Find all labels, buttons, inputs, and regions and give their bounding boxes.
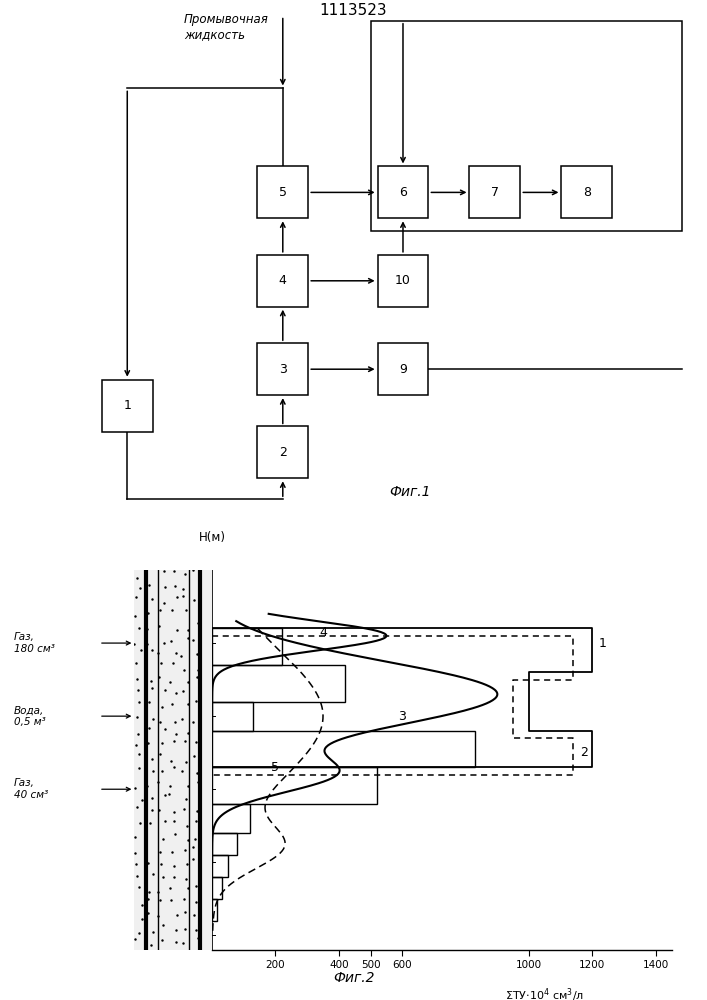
Text: 10: 10: [193, 638, 207, 648]
Bar: [212, 899, 217, 921]
Text: 30: 30: [193, 784, 207, 794]
Text: 20: 20: [193, 711, 207, 721]
Text: H(м): H(м): [199, 531, 226, 544]
Text: 7: 7: [491, 186, 499, 199]
Text: Фиг.2: Фиг.2: [333, 971, 374, 985]
Text: Фиг.1: Фиг.1: [390, 485, 431, 499]
Text: 1113523: 1113523: [320, 3, 387, 18]
Bar: [212, 804, 250, 833]
Bar: [212, 877, 221, 899]
Text: Газ,
40 см³: Газ, 40 см³: [14, 778, 48, 800]
Text: Промывочная
жидкость: Промывочная жидкость: [184, 13, 269, 41]
Text: 4: 4: [279, 274, 287, 287]
Text: 50: 50: [193, 930, 207, 940]
Bar: [212, 702, 253, 731]
Text: 1: 1: [123, 399, 132, 412]
Text: 3: 3: [398, 710, 407, 723]
Bar: [212, 628, 282, 665]
Text: Вода,
0,5 м³: Вода, 0,5 м³: [14, 705, 46, 727]
Text: 40: 40: [193, 857, 207, 867]
Bar: [102, 380, 153, 432]
Text: 2: 2: [580, 746, 588, 759]
Text: 5: 5: [279, 186, 287, 199]
Bar: [212, 833, 238, 855]
Bar: [257, 343, 308, 395]
Text: 9: 9: [399, 363, 407, 376]
Bar: [212, 855, 228, 877]
Text: 4: 4: [320, 626, 328, 639]
Bar: [378, 255, 428, 307]
Bar: [257, 426, 308, 478]
Text: 1: 1: [599, 637, 607, 650]
Bar: [212, 767, 377, 804]
Bar: [378, 343, 428, 395]
Text: 10: 10: [395, 274, 411, 287]
Bar: [371, 21, 682, 231]
Bar: [378, 166, 428, 218]
Text: 8: 8: [583, 186, 591, 199]
Bar: [257, 255, 308, 307]
Text: 5: 5: [271, 761, 279, 774]
Text: 6: 6: [399, 186, 407, 199]
Text: 2: 2: [279, 446, 287, 459]
Bar: [257, 166, 308, 218]
Bar: [469, 166, 520, 218]
Text: $\Sigma$ТУ$\cdot$10$^4$ см$^3$/л: $\Sigma$ТУ$\cdot$10$^4$ см$^3$/л: [506, 987, 585, 1000]
Bar: [212, 665, 345, 702]
Bar: [212, 731, 475, 767]
Bar: [561, 166, 612, 218]
Text: Газ,
180 см³: Газ, 180 см³: [14, 632, 55, 654]
Text: 3: 3: [279, 363, 287, 376]
